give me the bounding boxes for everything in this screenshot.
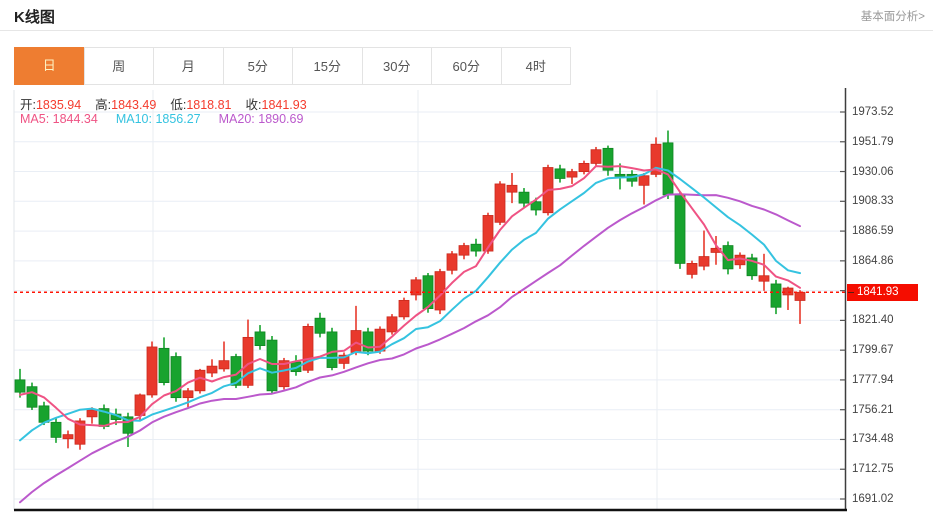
price-axis-label: 1821.40 [852,314,894,327]
candle-body [758,275,770,282]
candle-body [578,162,590,173]
candle-body [470,243,482,252]
candle-body [62,434,74,440]
candle-body [650,143,662,175]
candle-body [590,149,602,164]
header-divider [0,30,933,31]
tab-4时[interactable]: 4时 [500,47,571,85]
price-axis-label: 1799.67 [852,344,894,357]
candle-body [386,316,398,333]
tab-30分[interactable]: 30分 [361,47,432,85]
candle-body [302,326,314,371]
price-axis-label: 1951.79 [852,135,894,148]
candle-body [686,263,698,275]
tab-周[interactable]: 周 [83,47,154,85]
candle-body [398,299,410,318]
ohlc-item: 低:1818.81 [170,98,232,112]
candle-body [566,171,578,178]
ohlc-item: 高:1843.49 [95,98,157,112]
candle-body [38,405,50,423]
candle-body [506,184,518,193]
candle-body [26,386,38,408]
price-axis-label: 1886.59 [852,225,894,238]
candle-body [482,215,494,252]
candle-body [638,175,650,186]
price-axis-label: 1930.06 [852,165,894,178]
price-axis-label: 1908.33 [852,195,894,208]
candle-body [338,354,350,364]
candle-body [698,256,710,267]
candle-body [770,283,782,308]
candle-body [242,336,254,386]
ma-legend-item: MA10: 1856.27 [115,112,201,126]
price-axis-label: 1973.52 [852,106,894,118]
badge-tick-icon [848,291,854,294]
candle-body [158,347,170,383]
candle-body [782,287,794,296]
candle-body [278,360,290,388]
ohlc-legend: 开:1835.94 高:1843.49 低:1818.81 收:1841.93 [20,94,321,113]
candle-body [326,331,338,368]
candle-body [746,257,758,277]
current-price-badge: 1841.93 [847,283,918,301]
candle-body [182,390,194,399]
ohlc-item: 开:1835.94 [20,98,82,112]
candle-body [794,291,806,301]
ma-legend-item: MA5: 1844.34 [20,112,98,126]
ohlc-item: 收:1841.93 [245,98,307,112]
ma-legend-item: MA20: 1890.69 [218,112,304,126]
tab-60分[interactable]: 60分 [431,47,502,85]
candle-body [614,173,626,177]
ma-legend: MA5: 1844.34 MA10: 1856.27 MA20: 1890.69 [20,112,321,126]
tab-月[interactable]: 月 [153,47,224,85]
candle-body [494,183,506,223]
candle-body [554,168,566,179]
candle-body [146,346,158,396]
candle-body [194,369,206,392]
candle-body [410,279,422,296]
candle-body [602,147,614,171]
price-axis-label: 1864.86 [852,254,894,267]
tab-日[interactable]: 日 [14,47,85,85]
candle-body [350,330,362,353]
candle-body [218,360,230,370]
tab-15分[interactable]: 15分 [292,47,363,85]
candle-body [50,421,62,438]
candle-body [362,331,374,352]
timeframe-tabbar: 日周月 5分 15分 30分 60分 4时 [14,47,571,85]
candle-body [74,420,86,445]
candle-body [446,253,458,271]
tab-5分[interactable]: 5分 [222,47,293,85]
price-axis-label: 1756.21 [852,403,894,416]
candle-body [254,331,266,346]
candle-body [206,365,218,374]
candle-body [458,245,470,256]
candle-body [14,379,26,393]
price-axis-label: 1777.94 [852,373,894,386]
fundamental-analysis-link[interactable]: 基本面分析> [860,11,925,23]
current-price-value: 1841.93 [857,285,899,298]
ma20-line [19,193,801,504]
ma5-line [19,165,801,427]
candle-body [314,317,326,334]
candle-body [674,194,686,264]
page-title: K线图 [14,9,55,26]
price-axis-label: 1712.75 [852,463,894,476]
ma10-line [19,166,801,442]
candle-body [122,416,134,434]
candle-body [86,409,98,418]
price-axis-label: 1691.02 [852,493,894,505]
candle-body [518,191,530,204]
price-axis-label: 1734.48 [852,433,894,446]
candle-body [530,201,542,211]
candle-body [266,339,278,392]
candle-body [170,356,182,399]
candle-body [722,245,734,270]
